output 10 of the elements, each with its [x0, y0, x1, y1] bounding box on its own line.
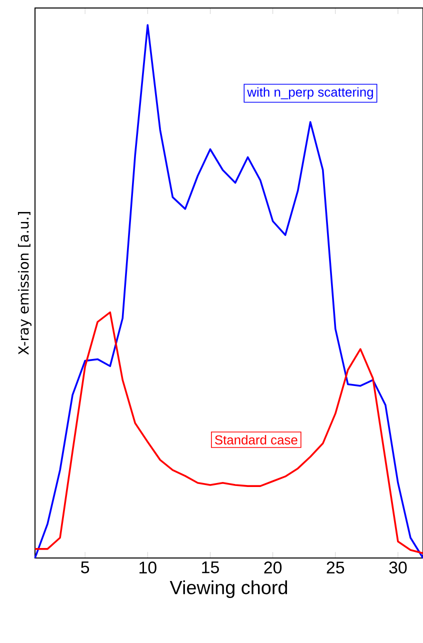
x-tick-label: 15: [202, 562, 219, 574]
y-axis-title: X-ray emission [a.u.]: [18, 212, 32, 355]
x-tick-label: 30: [389, 562, 407, 574]
x-tick-label: 10: [140, 562, 156, 574]
x-axis-title: Viewing chord: [170, 580, 288, 598]
series-label: Standard case: [214, 434, 298, 445]
x-tick-label: 5: [81, 562, 90, 574]
x-tick-label: 20: [264, 562, 282, 574]
text: with n_perp scattering: [247, 87, 373, 100]
x-tick-label: 25: [326, 562, 344, 574]
